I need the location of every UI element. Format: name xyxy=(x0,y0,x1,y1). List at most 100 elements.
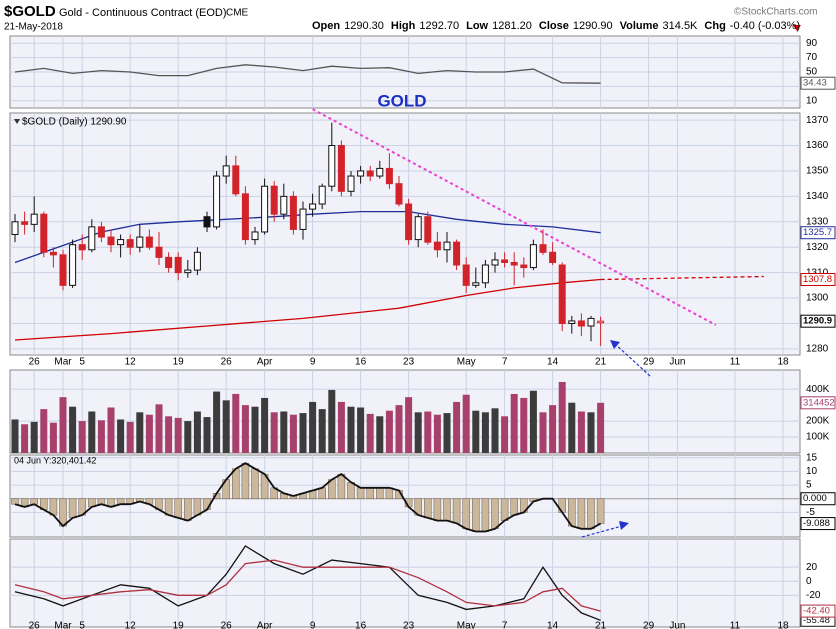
histogram-bar xyxy=(424,498,432,519)
candle-body xyxy=(59,254,67,286)
stat-value: -0.40 (-0.03%) xyxy=(730,20,800,32)
stat-label: High xyxy=(391,20,416,32)
value-tag xyxy=(800,76,836,90)
candle-body xyxy=(414,216,422,241)
histogram-bar xyxy=(232,468,240,499)
value-tag-label: 1325.7 xyxy=(803,227,832,238)
volume-bar xyxy=(126,421,134,453)
x-tick-label: 11 xyxy=(730,357,741,368)
x-tick-label: Apr xyxy=(257,621,273,629)
volume-bar xyxy=(78,421,86,453)
value-tag-label: 314452 xyxy=(803,397,835,408)
candle-body xyxy=(289,195,297,230)
histogram-bar xyxy=(510,498,518,516)
candle-body xyxy=(309,203,317,210)
histogram-bar xyxy=(356,487,365,499)
x-tick-label: 18 xyxy=(777,357,789,368)
volume-bar xyxy=(433,414,441,453)
candle-body xyxy=(376,167,384,177)
volume-bar xyxy=(30,421,38,453)
candle-body xyxy=(222,165,230,177)
histogram-bar xyxy=(251,468,259,499)
candle-body xyxy=(558,264,566,324)
volume-bar xyxy=(462,394,470,453)
x-tick-label: Mar xyxy=(54,621,72,629)
candle-body xyxy=(328,145,336,187)
volume-bar xyxy=(21,424,29,453)
volume-bar xyxy=(558,381,566,453)
candle-body xyxy=(529,244,537,269)
histogram-bar xyxy=(452,498,461,524)
volume-bar xyxy=(577,411,585,453)
histogram-bar xyxy=(443,498,451,521)
line xyxy=(14,559,601,612)
x-tick-label: 26 xyxy=(221,357,233,368)
candle-body xyxy=(270,185,278,215)
volume-bar xyxy=(203,417,211,453)
candle-body xyxy=(213,175,221,228)
volume-bar xyxy=(136,412,144,453)
arrow-head xyxy=(619,521,629,530)
volume-bar xyxy=(49,422,57,453)
x-tick-label: Apr xyxy=(257,357,273,368)
x-tick-label: 16 xyxy=(355,357,367,368)
volume-bar xyxy=(213,391,221,453)
candle-body xyxy=(405,203,413,241)
candle-body xyxy=(155,246,163,258)
candle-body xyxy=(385,167,393,185)
panel xyxy=(9,112,801,356)
histogram-bar xyxy=(472,498,480,532)
candle-body xyxy=(453,241,461,266)
stat-label: Close xyxy=(539,20,569,32)
candle-body xyxy=(203,216,211,228)
histogram-bar xyxy=(385,487,394,499)
y-tick-label: 1320 xyxy=(806,242,829,253)
volume-bar xyxy=(520,397,528,453)
stat-label: Volume xyxy=(620,20,659,32)
volume-bar xyxy=(299,413,307,453)
x-tick-label: 7 xyxy=(502,357,508,368)
volume-bar xyxy=(165,416,173,453)
histogram-bar xyxy=(376,487,384,499)
value-tag-label: -9.088 xyxy=(803,518,830,529)
volume-bar xyxy=(424,411,432,453)
volume-bar xyxy=(414,412,422,453)
stat-value: 314.5K xyxy=(663,20,699,32)
candle-body xyxy=(145,236,153,248)
stat-label: Open xyxy=(312,20,340,32)
volume-bar xyxy=(376,416,384,453)
value-tag xyxy=(800,226,836,240)
volume-bar xyxy=(491,408,499,453)
x-tick-label: 11 xyxy=(730,621,741,629)
volume-bar xyxy=(395,405,403,453)
x-tick-label: Jun xyxy=(669,357,685,368)
y-tick-label: 1350 xyxy=(806,166,829,177)
histogram-bar xyxy=(241,462,250,499)
candle-body xyxy=(78,244,86,251)
candle-body xyxy=(11,221,19,236)
x-tick-label: 26 xyxy=(29,357,41,368)
value-tag-label: 1290.9 xyxy=(803,316,832,327)
x-tick-label: 21 xyxy=(595,357,607,368)
line xyxy=(14,278,601,341)
copyright: ©StockCharts.com xyxy=(734,7,818,18)
candle-body xyxy=(337,145,345,192)
candle-body xyxy=(424,216,432,243)
y-tick-label: 10 xyxy=(806,466,818,477)
x-tick-label: 12 xyxy=(125,621,137,629)
x-tick-label: 16 xyxy=(355,621,367,629)
histogram-bar xyxy=(184,498,192,521)
x-tick-label: Mar xyxy=(54,357,72,368)
legend-marker xyxy=(14,119,20,124)
symbol: $GOLD xyxy=(4,3,56,20)
y-tick-label: 90 xyxy=(806,38,818,49)
candle-body xyxy=(462,264,470,286)
volume-bar xyxy=(347,406,355,453)
candle-body xyxy=(472,282,480,286)
x-tick-label: 21 xyxy=(595,621,607,629)
value-tag xyxy=(800,314,836,328)
candle-body xyxy=(481,264,489,284)
candle-body xyxy=(107,236,115,246)
candle-body xyxy=(587,317,595,327)
candle-body xyxy=(568,320,576,324)
